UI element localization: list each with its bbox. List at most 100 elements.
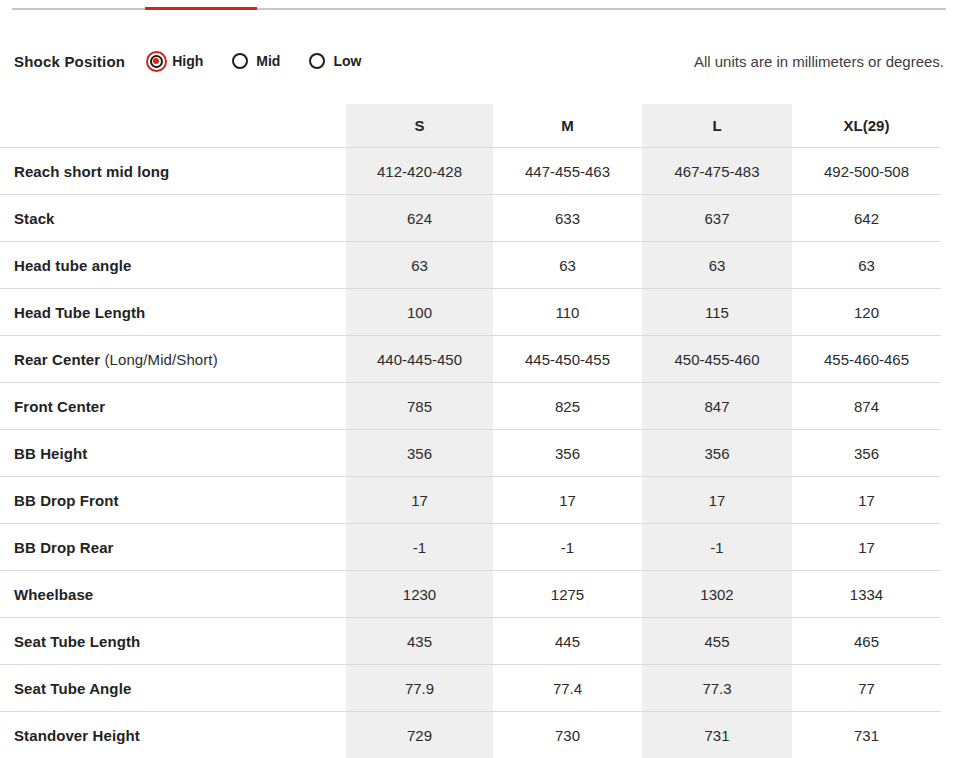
radio-selected-icon[interactable] — [145, 50, 167, 72]
row-label-main: Seat Tube Length — [14, 633, 140, 650]
cell-l: 17 — [642, 477, 792, 524]
cell-m: 356 — [493, 430, 642, 477]
table-row: Front Center785825847874 — [0, 383, 956, 430]
row-label: Seat Tube Length — [0, 618, 346, 665]
shock-position-option-low[interactable]: Low — [306, 50, 361, 72]
radio-option-label: Mid — [256, 53, 280, 69]
cell-xl: 63 — [792, 242, 941, 289]
cell-s: -1 — [346, 524, 493, 571]
table-row: Seat Tube Length 435445455465 — [0, 618, 956, 665]
table-row: Reach short mid long 412-420-428447-455-4… — [0, 148, 956, 195]
row-label-main: Seat Tube Angle — [14, 680, 131, 697]
cell-m: 445-450-455 — [493, 336, 642, 383]
table-row: Wheelbase 1230127513021334 — [0, 571, 956, 618]
cell-s: 440-445-450 — [346, 336, 493, 383]
cell-xl: 17 — [792, 524, 941, 571]
cell-m: 445 — [493, 618, 642, 665]
row-label-main: Rear Center — [14, 351, 100, 368]
cell-m: 110 — [493, 289, 642, 336]
radio-option-label: High — [172, 53, 203, 69]
radio-unselected-icon[interactable] — [229, 50, 251, 72]
cell-l: 63 — [642, 242, 792, 289]
units-note: All units are in millimeters or degrees. — [694, 53, 944, 70]
cell-s: 785 — [346, 383, 493, 430]
table-row: BB Drop Front17171717 — [0, 477, 956, 524]
cell-s: 17 — [346, 477, 493, 524]
cell-s: 435 — [346, 618, 493, 665]
cell-m: 730 — [493, 712, 642, 758]
cell-s: 729 — [346, 712, 493, 758]
row-label-main: Front Center — [14, 398, 105, 415]
cell-l: 731 — [642, 712, 792, 758]
shock-position-radio-group: High Mid Low — [145, 50, 361, 72]
cell-m: 63 — [493, 242, 642, 289]
table-row: Rear Center (Long/Mid/Short)440-445-4504… — [0, 336, 956, 383]
cell-s: 63 — [346, 242, 493, 289]
cell-m: 17 — [493, 477, 642, 524]
cell-xl: 120 — [792, 289, 941, 336]
cell-l: 356 — [642, 430, 792, 477]
shock-position-label: Shock Position — [14, 53, 125, 70]
row-label: BB Drop Front — [0, 477, 346, 524]
row-label-main: Head Tube Length — [14, 304, 145, 321]
cell-xl: 1334 — [792, 571, 941, 618]
geometry-table-header-row: S M L XL(29) — [0, 104, 956, 148]
table-row: Stack624633637642 — [0, 195, 956, 242]
row-label: BB Drop Rear — [0, 524, 346, 571]
column-header-xl: XL(29) — [792, 104, 941, 148]
table-row: Seat Tube Angle 77.977.477.377 — [0, 665, 956, 712]
row-label: Standover Height — [0, 712, 346, 758]
shock-position-option-mid[interactable]: Mid — [229, 50, 280, 72]
cell-xl: 455-460-465 — [792, 336, 941, 383]
cell-l: 455 — [642, 618, 792, 665]
cell-m: 447-455-463 — [493, 148, 642, 195]
cell-m: -1 — [493, 524, 642, 571]
cell-s: 412-420-428 — [346, 148, 493, 195]
cell-xl: 492-500-508 — [792, 148, 941, 195]
active-tab-underline — [145, 7, 257, 10]
cell-l: 450-455-460 — [642, 336, 792, 383]
row-label-main: BB Drop Front — [14, 492, 119, 509]
table-row: Head Tube Length 100110115120 — [0, 289, 956, 336]
cell-xl: 874 — [792, 383, 941, 430]
cell-s: 100 — [346, 289, 493, 336]
row-label: Stack — [0, 195, 346, 242]
cell-xl: 17 — [792, 477, 941, 524]
row-label-main: Reach short mid long — [14, 163, 169, 180]
column-header-l: L — [642, 104, 792, 148]
geometry-table-body: Reach short mid long 412-420-428447-455-4… — [0, 148, 956, 758]
cell-m: 77.4 — [493, 665, 642, 712]
header-spacer-cell — [0, 104, 346, 148]
cell-l: 115 — [642, 289, 792, 336]
cell-xl: 465 — [792, 618, 941, 665]
cell-xl: 356 — [792, 430, 941, 477]
row-label-main: BB Height — [14, 445, 87, 462]
row-label-main: Head tube angle — [14, 257, 131, 274]
row-label: Wheelbase — [0, 571, 346, 618]
radio-unselected-icon[interactable] — [306, 50, 328, 72]
geometry-table: S M L XL(29) Reach short mid long 412-420… — [0, 104, 956, 758]
row-label-main: Wheelbase — [14, 586, 93, 603]
cell-xl: 77 — [792, 665, 941, 712]
cell-l: 1302 — [642, 571, 792, 618]
row-label: Rear Center (Long/Mid/Short) — [0, 336, 346, 383]
cell-l: -1 — [642, 524, 792, 571]
table-row: BB Drop Rear-1-1-117 — [0, 524, 956, 571]
row-label-suffix: (Long/Mid/Short) — [100, 351, 218, 368]
cell-l: 77.3 — [642, 665, 792, 712]
row-label: Head tube angle — [0, 242, 346, 289]
table-row: Standover Height729730731731 — [0, 712, 956, 758]
row-label: Reach short mid long — [0, 148, 346, 195]
row-label: Seat Tube Angle — [0, 665, 346, 712]
column-header-m: M — [493, 104, 642, 148]
row-label-main: BB Drop Rear — [14, 539, 114, 556]
cell-m: 633 — [493, 195, 642, 242]
cell-m: 1275 — [493, 571, 642, 618]
shock-position-option-high[interactable]: High — [145, 50, 203, 72]
cell-m: 825 — [493, 383, 642, 430]
cell-s: 1230 — [346, 571, 493, 618]
cell-s: 77.9 — [346, 665, 493, 712]
row-label: Front Center — [0, 383, 346, 430]
radio-option-label: Low — [333, 53, 361, 69]
shock-position-controls: Shock Position High Mid Low All units are … — [14, 46, 944, 76]
